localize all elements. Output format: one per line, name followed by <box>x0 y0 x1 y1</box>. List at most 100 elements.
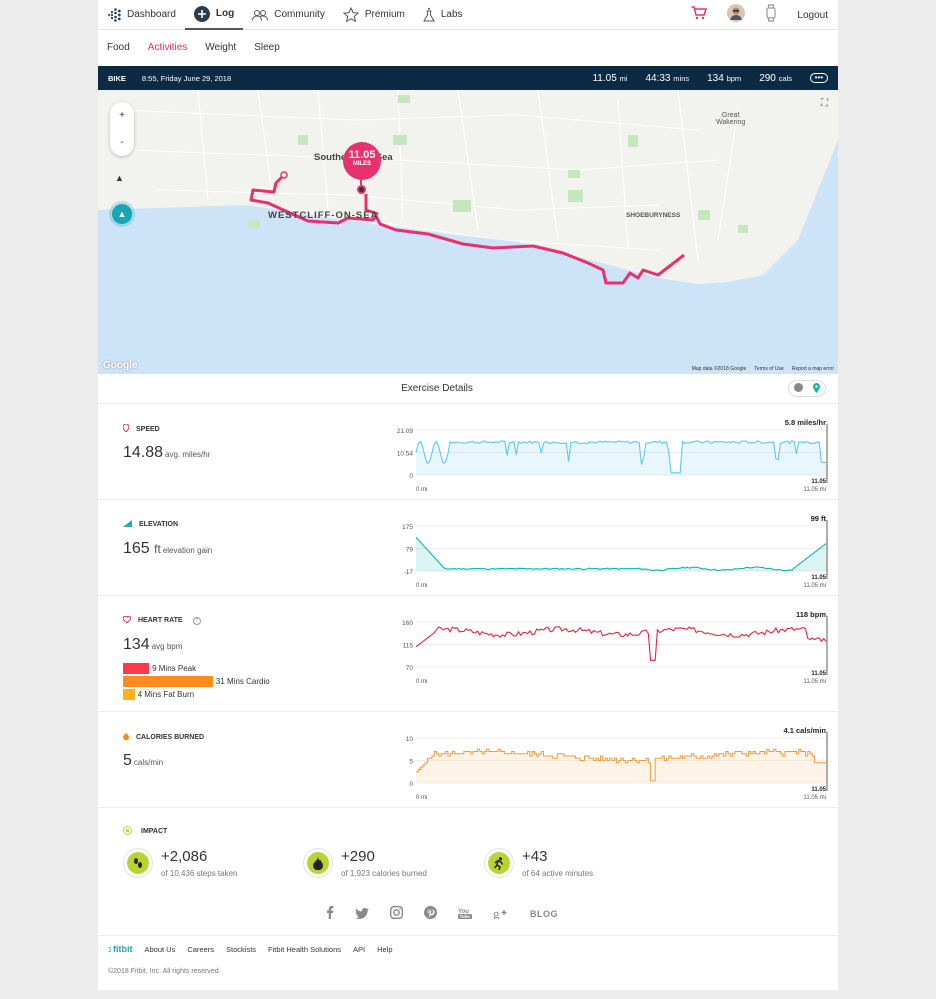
series-line <box>415 626 827 661</box>
impact-label-text: IMPACT <box>141 828 168 835</box>
steps-icon <box>123 848 153 878</box>
calories-value-number: 5 <box>123 752 132 769</box>
report-map-error-link[interactable]: Report a map error <box>791 366 834 372</box>
nav-log[interactable]: Log <box>184 0 244 30</box>
elevation-label: ELEVATION <box>123 520 178 529</box>
blog-link[interactable]: BLOG <box>530 909 558 919</box>
speed-chart[interactable]: 21.09 10.54 0 5.8 miles/hr 11.05 0 mi 11.05 mi <box>298 410 838 500</box>
heart-rate-value-number: 134 <box>123 636 150 653</box>
zoom-in-button[interactable]: + <box>119 110 125 121</box>
tab-weight[interactable]: Weight <box>205 41 237 53</box>
nav-dashboard[interactable]: Dashboard <box>98 0 185 30</box>
footer-link-careers[interactable]: Careers <box>187 944 215 954</box>
speed-section: SPEED 14.88 avg. miles/hr 21.09 10.54 0 5.8 … <box>98 404 838 500</box>
elevation-chart[interactable]: 175 79 -17 99 ft 11.05 0 mi 11.05 mi <box>298 506 838 596</box>
avatar[interactable] <box>727 3 746 27</box>
stat-calories: 290 cals <box>759 73 792 84</box>
map-canvas <box>98 90 838 374</box>
map-label-westcliff: WESTCLIFF-ON-SEA <box>268 210 379 221</box>
youtube-icon[interactable]: You Tube <box>458 907 472 922</box>
top-nav: Dashboard Log Community Premium Labs <box>98 0 838 30</box>
stat-duration-unit: mins <box>673 73 690 83</box>
speed-label-text: SPEED <box>136 425 160 433</box>
tab-activities[interactable]: Activities <box>147 41 188 53</box>
impact-steps: +2,086 of 10,436 steps taken <box>123 848 238 878</box>
x-end-label: 11.05 mi <box>803 487 826 493</box>
x-marker-label: 11.05 <box>811 671 826 677</box>
zone-cardio-bar <box>123 676 213 687</box>
clock-icon[interactable] <box>794 383 803 394</box>
footer-brand-text: fitbit <box>112 944 133 954</box>
footer-link-about[interactable]: About Us <box>144 944 176 954</box>
heart-rate-chart[interactable]: 160 115 70 118 bpm 11.05 0 mi 11.05 mi <box>298 602 838 692</box>
footer-brand[interactable]: ⁚⁝ fitbit <box>108 944 132 954</box>
impact-calories-sub: of 1,923 calories burned <box>341 869 427 878</box>
pinterest-icon[interactable] <box>424 906 437 922</box>
speed-value-number: 14.88 <box>123 444 164 461</box>
twitter-icon[interactable] <box>355 907 369 922</box>
elevation-section: ELEVATION 165 ft elevation gain 175 79 -17 9… <box>98 500 838 596</box>
y-tick-label: 10.54 <box>397 451 414 458</box>
zoom-control: + - <box>110 102 134 156</box>
map-attribution: Map data ©2018 Google Terms of Use Repor… <box>692 366 834 372</box>
stat-distance: 11.05 mi <box>592 73 627 84</box>
speed-value-unit: avg. miles/hr <box>165 450 211 459</box>
view-toggle[interactable] <box>788 380 826 397</box>
impact-section: IMPACT +2,086 of 10,436 steps taken +290… <box>98 808 838 936</box>
y-tick-label: 0 <box>409 781 413 788</box>
calories-section: CALORIES BURNED 5 cals/min 10 5 0 4.1 cals/m… <box>98 712 838 808</box>
nav-community[interactable]: Community <box>243 0 334 30</box>
y-tick-label: 10 <box>406 736 414 743</box>
pin-unit: MILES <box>352 161 372 167</box>
nav-premium-label: Premium <box>364 9 405 20</box>
map-marker-icon[interactable] <box>813 382 820 395</box>
series-area <box>416 627 826 667</box>
route-center-icon[interactable]: ▲ <box>112 204 132 224</box>
calories-chart[interactable]: 10 5 0 4.1 cals/min 11.05 0 mi 11.05 mi <box>298 718 838 808</box>
info-icon[interactable]: ? <box>192 616 201 625</box>
social-links: You Tube g BLOG <box>326 906 558 922</box>
exercise-details-title: Exercise Details <box>401 383 473 394</box>
terrain-toggle-icon[interactable]: ▲ <box>115 173 124 183</box>
nav-right: Logout <box>691 0 828 30</box>
series-area <box>416 537 826 571</box>
instagram-icon[interactable] <box>389 905 404 922</box>
footer-link-help[interactable]: Help <box>377 944 393 954</box>
route-map[interactable]: Southend-on-Sea WESTCLIFF-ON-SEA SHOEBUR… <box>98 90 838 374</box>
terms-of-use-link[interactable]: Terms of Use <box>754 366 784 372</box>
impact-active-minutes: +43 of 64 active minutes <box>484 848 593 878</box>
exercise-details-header: Exercise Details <box>98 374 838 404</box>
footer-link-stockists[interactable]: Stockists <box>226 944 257 954</box>
page: Dashboard Log Community Premium Labs <box>98 0 838 990</box>
zone-cardio-label: 31 Mins Cardio <box>215 677 270 686</box>
fitbit-footer-logo-icon: ⁚⁝ <box>108 947 112 954</box>
watch-icon[interactable] <box>765 3 777 27</box>
y-tick-label: -17 <box>404 569 414 576</box>
impact-steps-sub: of 10,436 steps taken <box>161 869 238 878</box>
zoom-out-button[interactable]: - <box>120 137 124 148</box>
cart-icon[interactable] <box>691 5 708 25</box>
stat-hr-value: 134 <box>707 72 724 84</box>
impact-calories: +290 of 1,923 calories burned <box>303 848 427 878</box>
heart-rate-value-unit: avg bpm <box>151 642 183 651</box>
tab-food[interactable]: Food <box>107 41 130 53</box>
tab-sleep[interactable]: Sleep <box>254 41 280 53</box>
map-label-shoeburyness: SHOEBURYNESS <box>626 212 681 219</box>
footer-link-health-solutions[interactable]: Fitbit Health Solutions <box>268 944 341 954</box>
y-tick-label: 0 <box>409 473 413 480</box>
footer-link-api[interactable]: API <box>352 944 366 954</box>
x-marker-label: 11.05 <box>811 787 826 793</box>
current-value-label: 4.1 cals/min <box>783 726 826 735</box>
logout-link[interactable]: Logout <box>797 9 828 21</box>
more-options-button[interactable]: ••• <box>810 73 828 83</box>
y-tick-label: 175 <box>402 524 413 531</box>
calories-label: CALORIES BURNED <box>123 732 204 742</box>
calories-value: 5 cals/min <box>123 752 163 770</box>
google-plus-icon[interactable]: g <box>493 906 509 922</box>
facebook-icon[interactable] <box>326 906 334 922</box>
nav-labs[interactable]: Labs <box>414 0 472 30</box>
nav-premium[interactable]: Premium <box>334 0 414 30</box>
fullscreen-icon[interactable]: ⛶ <box>821 98 828 109</box>
svg-text:You: You <box>458 909 469 915</box>
x-start-label: 0 mi <box>416 679 427 685</box>
